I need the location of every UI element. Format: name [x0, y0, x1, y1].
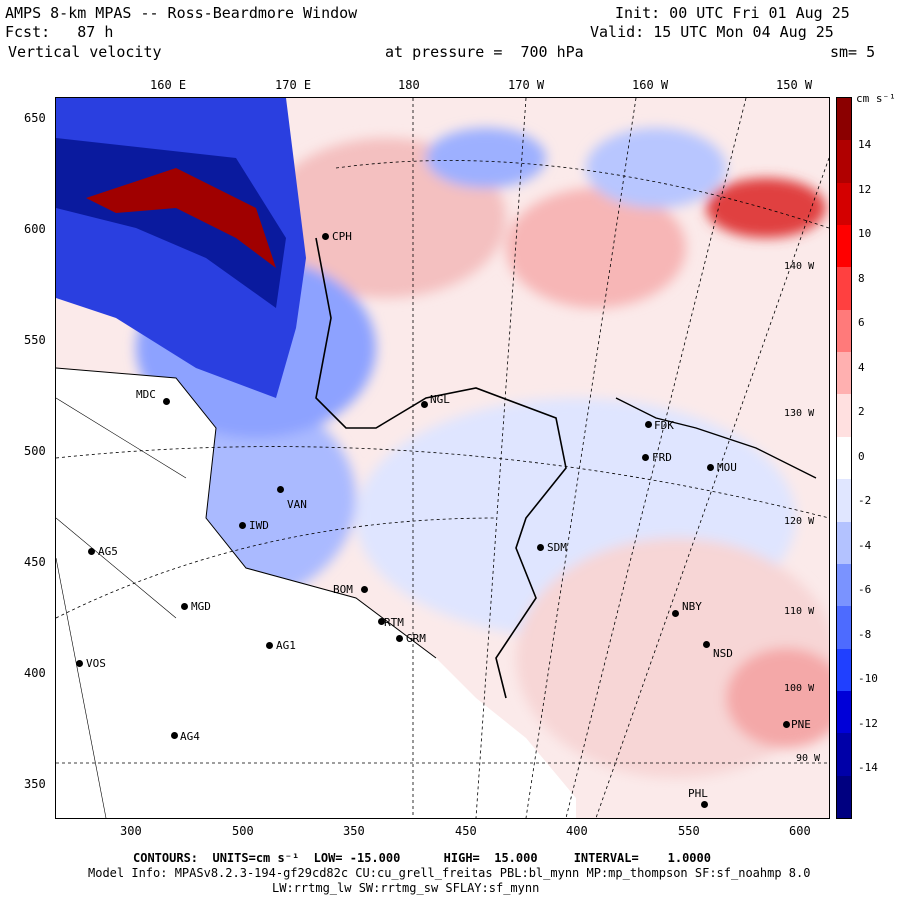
left-tick: 650: [24, 111, 46, 125]
colorbar-swatch: [837, 648, 851, 692]
top-tick: 170 E: [275, 78, 312, 92]
meridian-label: 90 W: [796, 753, 821, 764]
colorbar: [836, 97, 852, 819]
station-label: NSD: [713, 647, 733, 660]
field-name: Vertical velocity: [8, 43, 162, 61]
station-label: PHL: [688, 787, 708, 800]
bottom-tick: 350: [343, 824, 365, 838]
bottom-tick: 500: [232, 824, 254, 838]
init-time: Init: 00 UTC Fri 01 Aug 25: [615, 4, 850, 22]
title-line1: AMPS 8-km MPAS -- Ross-Beardmore Window: [5, 4, 358, 22]
model-info-2: LW:rrtmg_lw SW:rrtmg_sw SFLAY:sf_mynn: [272, 881, 540, 895]
colorbar-swatch: [837, 563, 851, 607]
meridian-label: 130 W: [784, 408, 815, 419]
left-tick: 400: [24, 666, 46, 680]
colorbar-label: 8: [858, 271, 865, 285]
colorbar-label: -6: [858, 583, 872, 596]
station-label: MDC: [136, 388, 156, 401]
station-label: VAN: [287, 498, 307, 511]
station-label: FDK: [654, 419, 674, 432]
top-tick: 170 W: [508, 78, 545, 92]
station-label: GRM: [406, 632, 426, 645]
colorbar-swatch: [837, 606, 851, 650]
station-label: NBY: [682, 600, 702, 613]
colorbar-swatch: [837, 225, 851, 268]
colorbar-label: -10: [858, 672, 878, 685]
colorbar-label: 4: [858, 360, 865, 374]
pressure-level: at pressure = 700 hPa: [385, 43, 584, 61]
colorbar-swatch: [837, 690, 851, 734]
model-info: Model Info: MPASv8.2.3-194-gf29cd82c CU:…: [88, 866, 811, 880]
contours-info: CONTOURS: UNITS=cm s⁻¹ LOW= -15.000 HIGH…: [133, 851, 711, 865]
station-label: AG4: [180, 730, 200, 743]
map-canvas: [56, 98, 829, 818]
station-label: FRD: [652, 451, 672, 464]
colorbar-swatch: [837, 182, 851, 226]
bottom-tick: 550: [678, 824, 700, 838]
colorbar-swatch: [837, 479, 851, 523]
bottom-tick: 400: [566, 824, 588, 838]
colorbar-label: -2: [858, 494, 872, 507]
colorbar-swatch: [837, 521, 851, 565]
station-label: NGL: [430, 393, 450, 406]
colorbar-units: cm s⁻¹: [856, 92, 896, 105]
colorbar-label: -12: [858, 716, 878, 730]
colorbar-swatch: [837, 733, 851, 777]
bottom-tick: 450: [455, 824, 477, 838]
colorbar-label: 6: [858, 316, 865, 329]
colorbar-swatch: [837, 267, 851, 311]
top-tick: 150 W: [776, 78, 813, 92]
left-tick: 550: [24, 333, 46, 347]
colorbar-swatch: [837, 352, 851, 395]
colorbar-swatch: [837, 309, 851, 353]
left-tick: 500: [24, 444, 46, 458]
colorbar-label: -14: [858, 761, 878, 774]
colorbar-swatch: [837, 436, 851, 480]
meridian-label: 100 W: [784, 683, 815, 694]
valid-time: Valid: 15 UTC Mon 04 Aug 25: [590, 23, 834, 41]
colorbar-swatch: [837, 98, 851, 141]
meridian-label: 110 W: [784, 606, 815, 617]
top-tick: 180: [398, 78, 420, 92]
station-label: IWD: [249, 519, 269, 532]
bottom-tick: 600: [789, 824, 811, 838]
station-label: PNE: [791, 718, 811, 731]
meridian-label: 120 W: [784, 516, 815, 527]
colorbar-label: 12: [858, 182, 872, 196]
colorbar-label: 0: [858, 449, 865, 463]
colorbar-swatch: [837, 140, 851, 184]
top-tick: 160 W: [632, 78, 669, 92]
left-tick: 600: [24, 222, 46, 236]
station-label: RTM: [384, 616, 404, 629]
left-tick: 450: [24, 555, 46, 569]
meridian-label: 140 W: [784, 261, 815, 272]
station-label: MOU: [717, 461, 737, 474]
left-tick: 350: [24, 777, 46, 791]
station-label: AG1: [276, 639, 296, 652]
station-label: VOS: [86, 657, 106, 670]
colorbar-swatch: [837, 394, 851, 438]
smoothing: sm= 5: [830, 43, 876, 61]
colorbar-swatch: [837, 775, 851, 819]
vertical-velocity-map: MDC NGL FDK FRD MOU AG5 IWD VAN SDM MGD …: [55, 97, 830, 819]
colorbar-label: 2: [858, 405, 865, 418]
station-label: MGD: [191, 600, 211, 613]
station-label: BOM: [333, 583, 353, 596]
top-tick: 160 E: [150, 78, 187, 92]
colorbar-label: -8: [858, 627, 872, 641]
colorbar-label: -4: [858, 538, 872, 552]
station-label: SDM: [547, 541, 567, 554]
colorbar-label: 10: [858, 227, 872, 240]
station-label: AG5: [98, 545, 118, 558]
colorbar-label: 14: [858, 138, 872, 151]
forecast-hour: Fcst: 87 h: [5, 23, 114, 41]
station-label: CPH: [332, 230, 352, 243]
bottom-tick: 300: [120, 824, 142, 838]
